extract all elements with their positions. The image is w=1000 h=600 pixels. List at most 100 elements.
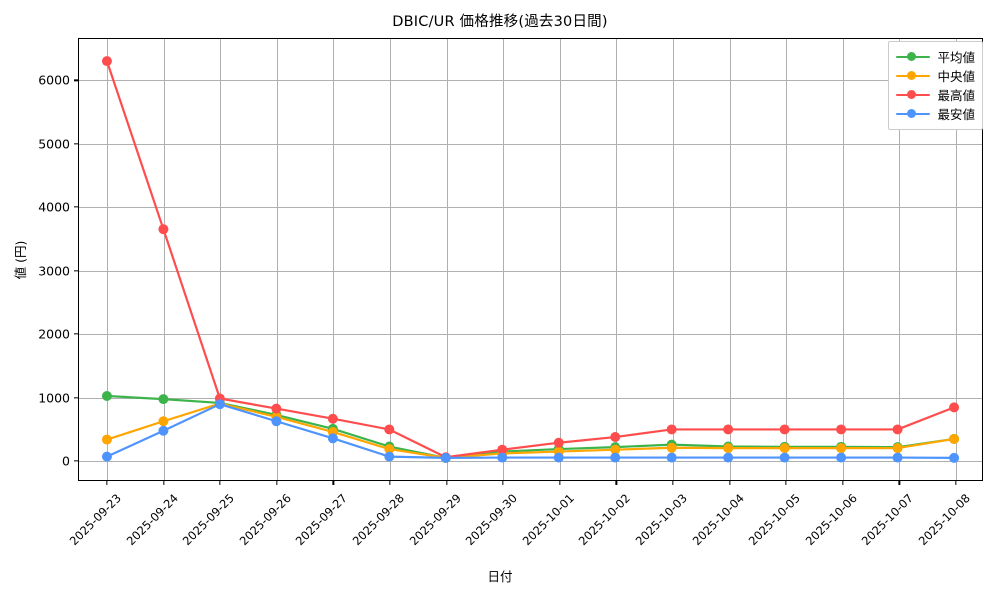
grid-line-horizontal <box>79 397 982 399</box>
series-line <box>105 402 956 459</box>
data-point <box>214 399 225 410</box>
x-tick-label: 2025-10-06 <box>802 491 860 549</box>
y-tick-mark <box>74 269 79 272</box>
data-point <box>836 452 847 463</box>
series-layer <box>101 56 960 463</box>
data-point <box>892 424 903 435</box>
x-axis-label: 日付 <box>487 569 513 584</box>
data-point <box>892 443 903 454</box>
x-tick-mark <box>219 480 221 485</box>
y-tick-label: 0 <box>62 453 70 469</box>
x-tick-mark <box>898 480 901 485</box>
x-tick-label: 2025-10-01 <box>519 491 577 549</box>
grid-line-vertical <box>333 39 335 480</box>
x-tick-label: 2025-10-07 <box>859 491 917 549</box>
x-tick-mark <box>672 480 674 485</box>
data-point <box>892 452 903 463</box>
data-point <box>497 444 508 455</box>
y-tick-label: 3000 <box>38 263 70 279</box>
x-tick-mark <box>559 480 561 485</box>
legend-marker-icon <box>896 89 931 101</box>
grid-line-horizontal <box>79 270 982 272</box>
data-point <box>610 452 621 463</box>
x-tick-mark <box>955 480 957 485</box>
grid-line-vertical <box>842 39 844 480</box>
x-tick-label: 2025-10-04 <box>689 491 747 549</box>
grid-line-vertical <box>446 39 448 480</box>
data-point <box>327 433 338 444</box>
data-point <box>327 413 338 424</box>
x-tick-mark <box>276 480 278 485</box>
grid-line-vertical <box>729 39 731 480</box>
legend-item-最高値[interactable]: 最高値 <box>896 85 975 104</box>
data-point <box>666 442 677 453</box>
y-tick-mark <box>74 206 79 208</box>
x-tick-mark <box>615 480 618 485</box>
data-point <box>949 452 960 463</box>
grid-line-vertical <box>616 39 618 480</box>
data-point <box>666 452 677 463</box>
data-point <box>553 437 564 448</box>
data-point <box>101 56 112 67</box>
grid-line-vertical <box>786 39 788 480</box>
y-tick-label: 4000 <box>38 199 70 215</box>
grid-line-vertical <box>559 39 561 480</box>
grid-line-vertical <box>673 39 674 480</box>
y-tick-label: 5000 <box>38 136 70 152</box>
chart-title: DBIC/UR 価格推移(過去30日間) <box>392 14 608 30</box>
x-tick-mark <box>389 480 391 485</box>
legend-marker-icon <box>896 108 931 120</box>
x-tick-label: 2025-09-23 <box>66 491 124 549</box>
x-tick-label: 2025-10-02 <box>576 491 634 549</box>
x-tick-mark <box>842 480 844 485</box>
data-point <box>723 443 734 454</box>
plot-area: 0 1000 2000 3000 4000 5000 6000 2025-09-23 2025… <box>38 38 983 548</box>
y-tick-mark <box>74 143 79 145</box>
x-tick-label: 2025-09-29 <box>406 491 464 549</box>
data-point <box>271 403 282 414</box>
grid-line-horizontal <box>79 334 982 336</box>
legend-label: 最高値 <box>937 88 975 103</box>
series-最高値 <box>101 56 960 463</box>
x-tick-mark <box>445 480 448 485</box>
grid-line-vertical <box>220 39 222 480</box>
x-tick-mark <box>106 480 108 485</box>
y-tick-mark <box>74 460 79 462</box>
legend-label: 中央値 <box>937 69 975 84</box>
legend-item-中央値[interactable]: 中央値 <box>896 66 975 85</box>
y-tick-mark <box>74 79 79 81</box>
y-tick-label: 2000 <box>38 326 70 342</box>
data-point <box>158 425 169 436</box>
data-point <box>158 394 169 405</box>
grid-line-vertical <box>276 39 278 480</box>
data-point <box>836 443 847 454</box>
y-axis-label: 値 (円) <box>13 240 28 280</box>
data-point <box>949 402 960 413</box>
legend-marker-icon <box>896 51 931 63</box>
series-line <box>105 60 956 459</box>
series-line <box>105 394 956 459</box>
x-tick-label: 2025-09-25 <box>179 491 238 549</box>
legend-item-平均値[interactable]: 平均値 <box>896 47 975 66</box>
data-point <box>779 443 790 454</box>
grid-line-horizontal <box>79 461 982 463</box>
grid-line-vertical <box>956 39 957 480</box>
x-tick-mark <box>785 480 787 485</box>
x-tick-label: 2025-09-28 <box>349 491 407 549</box>
x-tick-mark <box>728 480 731 485</box>
data-point <box>101 434 112 445</box>
data-point <box>666 424 677 435</box>
data-point <box>610 444 621 455</box>
y-tick-mark <box>74 333 79 335</box>
data-point <box>271 416 282 427</box>
legend-item-最安値[interactable]: 最安値 <box>896 104 975 123</box>
data-point <box>836 424 847 435</box>
legend-label: 平均値 <box>937 50 975 65</box>
grid-line-horizontal <box>79 80 982 82</box>
data-point <box>949 433 960 444</box>
data-point <box>440 452 451 463</box>
data-point <box>158 416 169 427</box>
data-point <box>384 451 395 462</box>
data-point <box>553 452 564 463</box>
